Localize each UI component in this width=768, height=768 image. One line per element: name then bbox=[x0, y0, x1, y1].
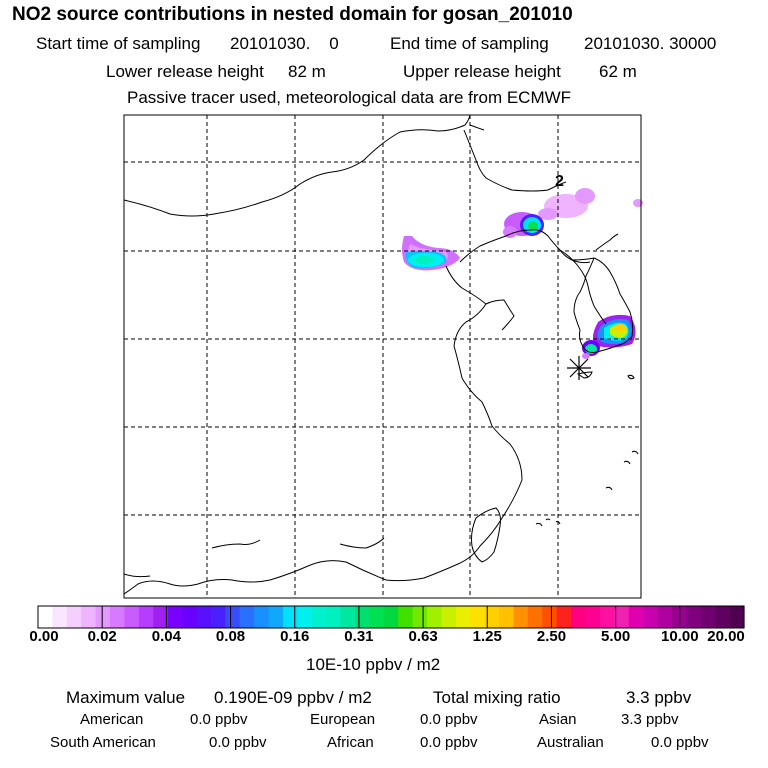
colorbar-cell bbox=[599, 606, 615, 628]
colorbar-cell bbox=[311, 606, 327, 628]
colorbar-cell bbox=[225, 606, 241, 628]
colorbar-cell bbox=[66, 606, 82, 628]
end-time-value: 20101030. 30000 bbox=[584, 34, 717, 53]
colorbar-cell bbox=[657, 606, 673, 628]
colorbar-tick-label: 0.63 bbox=[408, 628, 438, 645]
colorbar-cell bbox=[354, 606, 370, 628]
region-name: Asian bbox=[539, 711, 577, 728]
colorbar-cell bbox=[369, 606, 385, 628]
colorbar-cell bbox=[542, 606, 558, 628]
region-name: Australian bbox=[537, 734, 604, 751]
lower-height-label: Lower release height bbox=[106, 62, 264, 81]
colorbar-cell bbox=[81, 606, 97, 628]
colorbar-cell bbox=[153, 606, 169, 628]
colorbar-cell bbox=[556, 606, 572, 628]
colorbar-cell bbox=[239, 606, 255, 628]
colorbar-cell bbox=[282, 606, 298, 628]
colorbar-tick-label: 0.02 bbox=[87, 628, 117, 645]
colorbar-frame bbox=[37, 605, 745, 629]
colorbar-cell bbox=[628, 606, 644, 628]
region-name: African bbox=[327, 734, 374, 751]
start-time-value: 20101030. 0 bbox=[230, 34, 339, 53]
colorbar-cell bbox=[686, 606, 702, 628]
colorbar-tick-label: 0.16 bbox=[280, 628, 310, 645]
region-value: 0.0 ppbv bbox=[420, 734, 478, 751]
colorbar-tick-label: 1.25 bbox=[472, 628, 502, 645]
region-value: 0.0 ppbv bbox=[651, 734, 709, 751]
colorbar-cell bbox=[614, 606, 630, 628]
colorbar-tick-label: 2.50 bbox=[536, 628, 567, 645]
upper-height-label: Upper release height bbox=[403, 62, 561, 81]
colorbar-cell bbox=[455, 606, 471, 628]
region-name: American bbox=[80, 711, 144, 728]
region-value: 0.0 ppbv bbox=[209, 734, 267, 751]
plume-inland-west bbox=[402, 236, 460, 271]
colorbar-cell bbox=[412, 606, 428, 628]
colorbar-cell bbox=[110, 606, 126, 628]
colorbar-cell bbox=[729, 606, 745, 628]
colorbar-cell bbox=[700, 606, 716, 628]
colorbar-cell bbox=[513, 606, 529, 628]
colorbar-cell bbox=[571, 606, 587, 628]
colorbar-tick-label: 0.31 bbox=[344, 628, 374, 645]
colorbar-cell bbox=[167, 606, 183, 628]
end-time-label: End time of sampling bbox=[390, 34, 549, 53]
marker-label: 2 bbox=[555, 173, 564, 190]
region-name: European bbox=[310, 711, 376, 728]
receptor-asterisk-icon bbox=[567, 356, 591, 380]
plot-title: NO2 source contributions in nested domai… bbox=[12, 4, 573, 25]
map-grid bbox=[124, 115, 641, 598]
colorbar-cell bbox=[52, 606, 68, 628]
region-value: 3.3 ppbv bbox=[621, 711, 679, 728]
colorbar-cell bbox=[268, 606, 284, 628]
colorbar-cell bbox=[38, 606, 54, 628]
colorbar-cell bbox=[182, 606, 198, 628]
max-value: 0.190E-09 ppbv / m2 bbox=[214, 688, 372, 707]
total-mixing-value: 3.3 ppbv bbox=[626, 688, 692, 707]
colorbar-cell bbox=[585, 606, 601, 628]
colorbar-cell bbox=[499, 606, 515, 628]
colorbar-tick-label: 0.00 bbox=[29, 628, 59, 645]
colorbar-cell bbox=[210, 606, 226, 628]
colorbar-unit: 10E-10 ppbv / m2 bbox=[306, 655, 441, 674]
colorbar-cell bbox=[441, 606, 457, 628]
colorbar-cell bbox=[527, 606, 543, 628]
concentration-plumes bbox=[402, 188, 643, 359]
upper-height-value: 62 m bbox=[599, 62, 637, 81]
map-frame bbox=[123, 114, 642, 599]
colorbar-tick-label: 20.00 bbox=[707, 628, 745, 645]
start-time-label: Start time of sampling bbox=[36, 34, 201, 53]
colorbar-cell bbox=[643, 606, 659, 628]
max-value-label: Maximum value bbox=[66, 688, 186, 707]
colorbar-cell bbox=[95, 606, 111, 628]
colorbar-cell bbox=[427, 606, 443, 628]
colorbar-cell bbox=[470, 606, 486, 628]
colorbar-cell bbox=[398, 606, 414, 628]
region-value: 0.0 ppbv bbox=[420, 711, 478, 728]
colorbar-tick-label: 5.00 bbox=[601, 628, 631, 645]
colorbar-cell bbox=[254, 606, 270, 628]
colorbar-tick-label: 0.08 bbox=[215, 628, 246, 645]
colorbar-cell bbox=[715, 606, 731, 628]
colorbar-cell bbox=[484, 606, 500, 628]
coastlines bbox=[123, 114, 639, 595]
colorbar-cell bbox=[340, 606, 356, 628]
colorbar-cell bbox=[138, 606, 154, 628]
region-value: 0.0 ppbv bbox=[190, 711, 248, 728]
region-name: South American bbox=[50, 734, 156, 751]
total-mixing-label: Total mixing ratio bbox=[433, 688, 561, 707]
lower-height-value: 82 m bbox=[288, 62, 326, 81]
colorbar-cell bbox=[124, 606, 140, 628]
colorbar-cell bbox=[297, 606, 313, 628]
colorbar-cell bbox=[326, 606, 342, 628]
data-source-note: Passive tracer used, meteorological data… bbox=[127, 88, 572, 107]
colorbar-tick-label: 0.04 bbox=[151, 628, 181, 645]
colorbar-cell bbox=[383, 606, 399, 628]
colorbar-tick-label: 10.00 bbox=[661, 628, 699, 645]
colorbar-cell bbox=[196, 606, 212, 628]
